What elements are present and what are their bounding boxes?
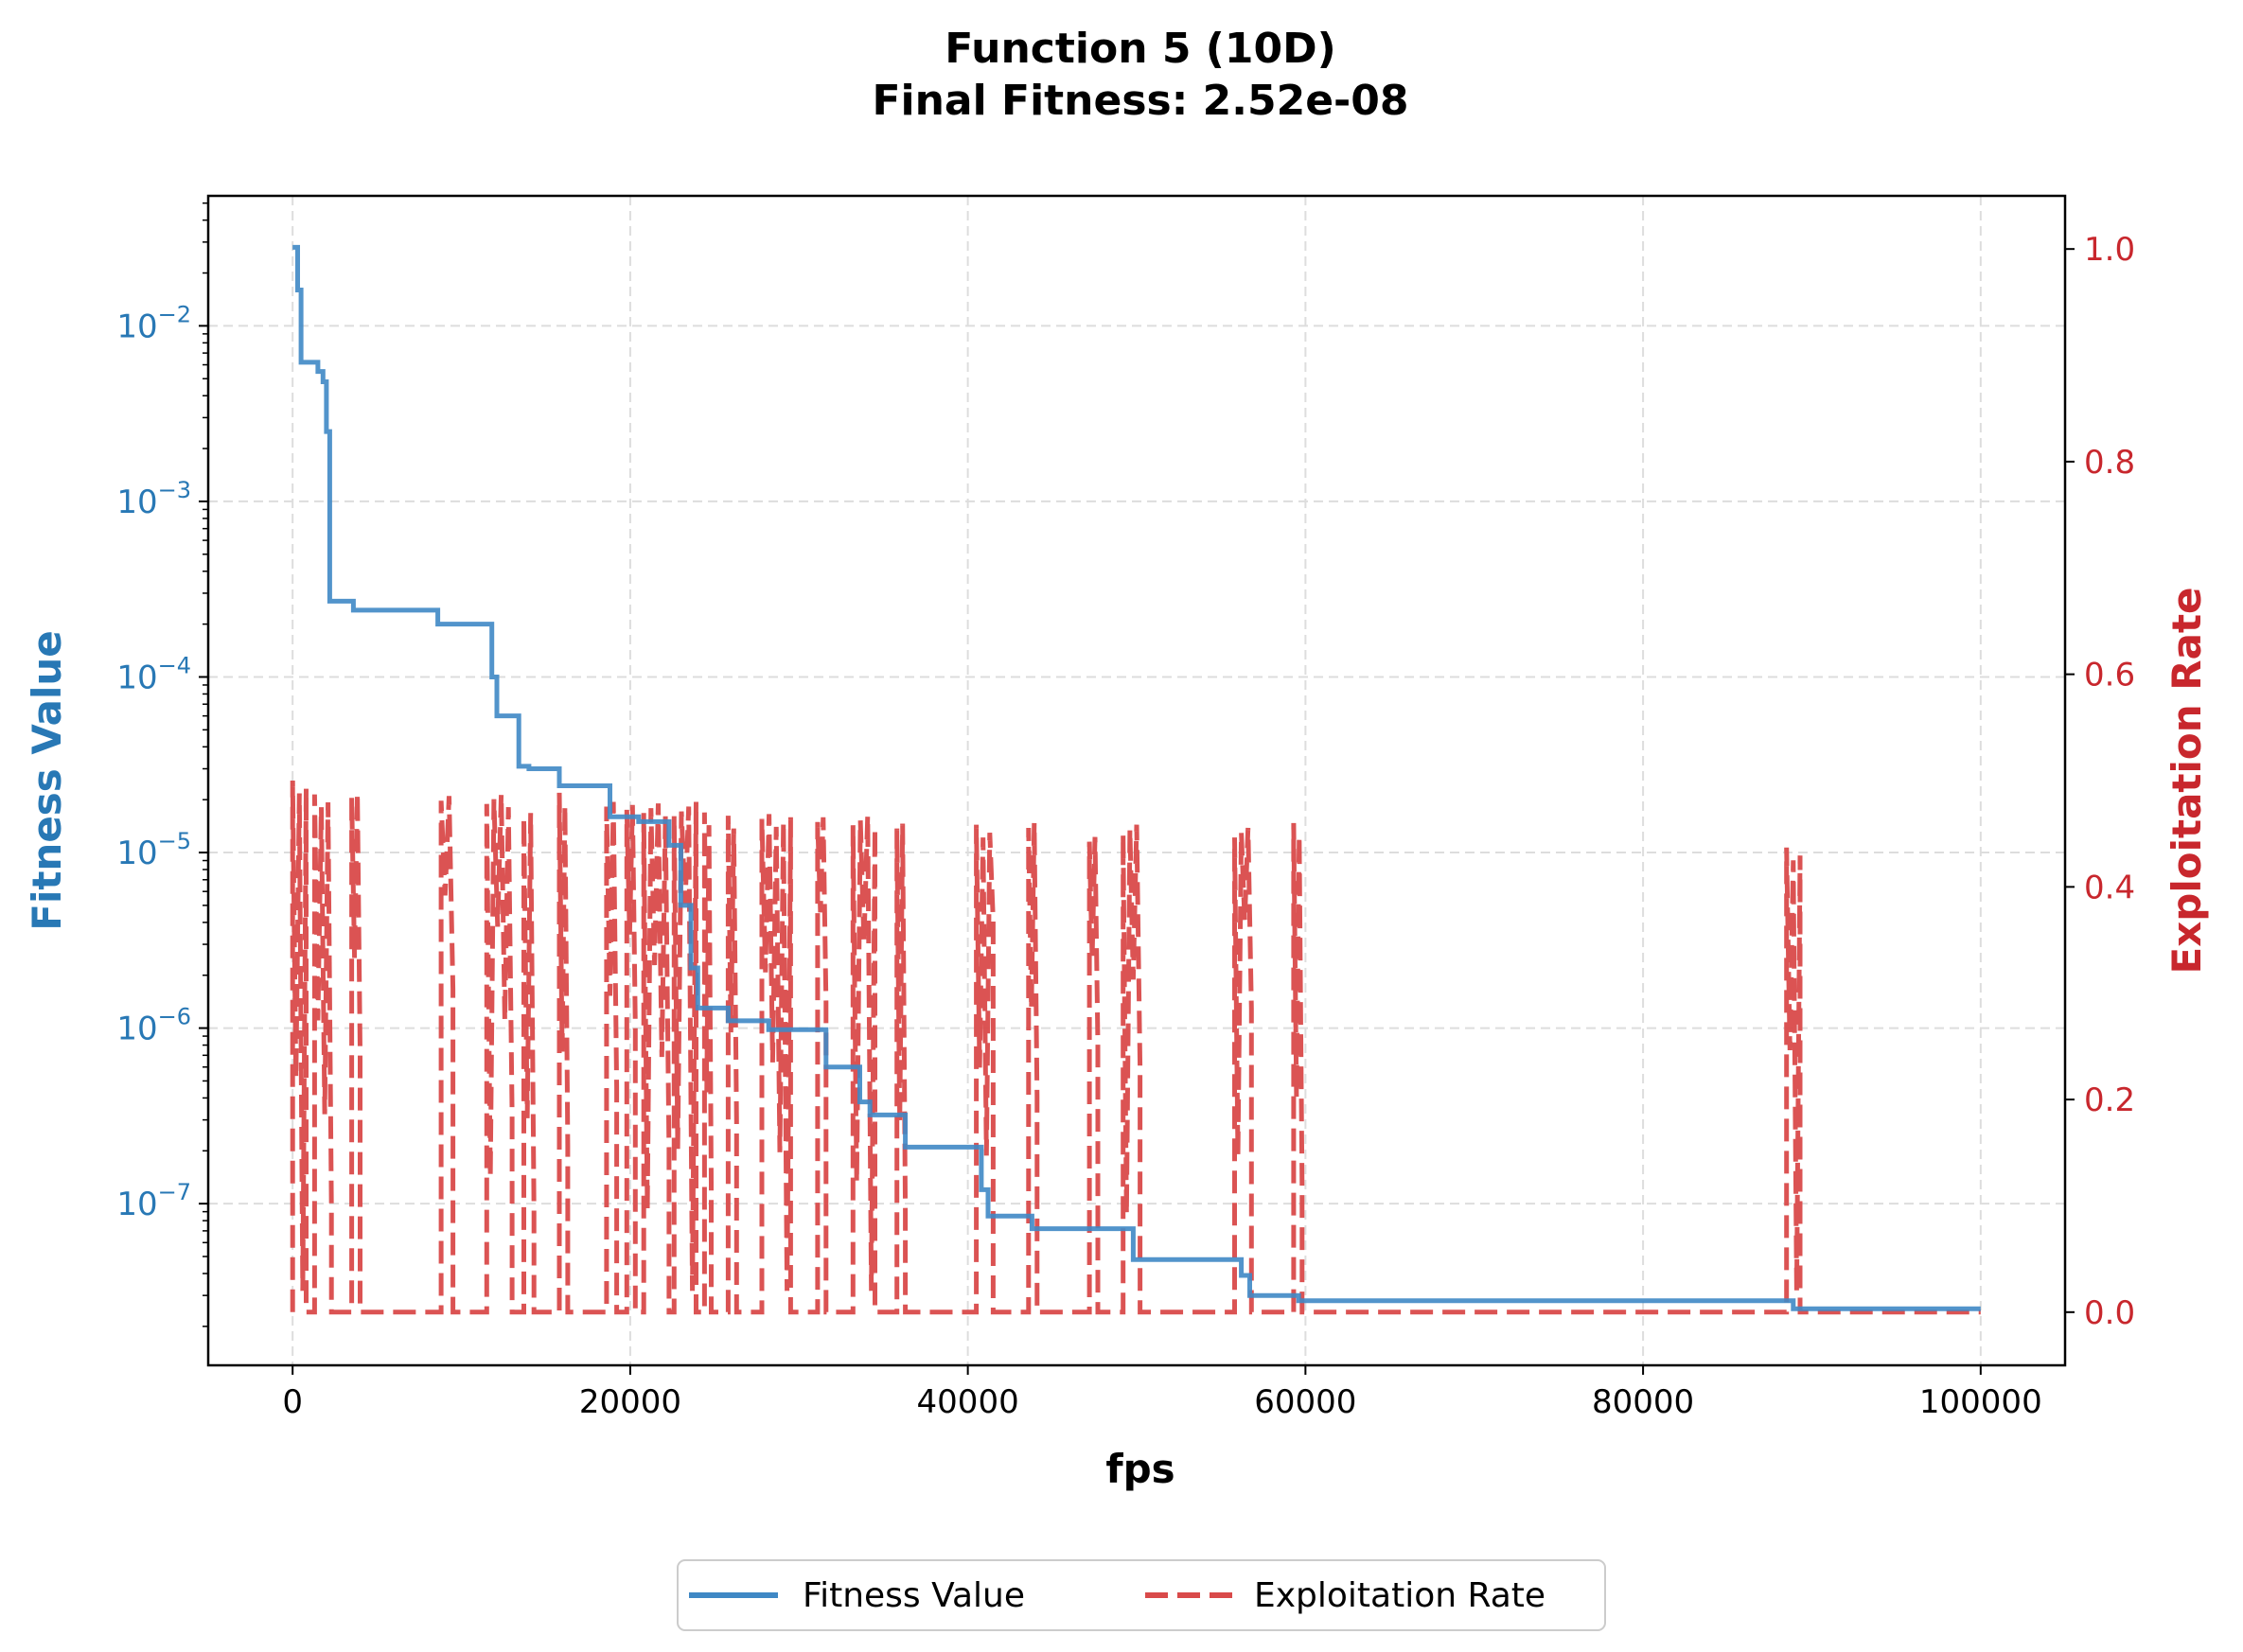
chart-subtitle: Final Fitness: 2.52e-08 <box>872 77 1408 125</box>
left-tick-label: 10−4 <box>116 652 191 696</box>
left-tick-label: 10−5 <box>116 828 191 872</box>
left-tick-label: 10−3 <box>116 477 191 521</box>
fitness-value-line <box>292 244 1981 1311</box>
right-tick-label: 0.6 <box>2084 657 2135 694</box>
legend-fitness-label: Fitness Value <box>803 1576 1025 1615</box>
right-y-axis-label: Exploitation Rate <box>2164 587 2210 974</box>
x-tick-label: 40000 <box>917 1383 1019 1421</box>
x-tick-label: 0 <box>282 1383 303 1421</box>
exploitation-rate-line <box>290 780 1981 1315</box>
x-axis-label: fps <box>1105 1446 1174 1492</box>
grid-lines <box>208 196 2065 1365</box>
legend: Fitness Value Exploitation Rate <box>677 1559 1606 1631</box>
right-y-axis: 0.0 0.2 0.4 0.6 0.8 1.0 <box>2065 231 2135 1332</box>
right-tick-label: 0.4 <box>2084 869 2135 906</box>
x-tick-label: 20000 <box>579 1383 681 1421</box>
right-tick-label: 0.0 <box>2084 1294 2135 1332</box>
left-tick-label: 10−7 <box>116 1179 191 1223</box>
x-axis: 0 20000 40000 60000 80000 100000 <box>282 1365 2042 1421</box>
left-tick-label: 10−6 <box>116 1004 191 1048</box>
legend-box <box>677 1559 1606 1631</box>
right-tick-label: 1.0 <box>2084 231 2135 269</box>
left-y-axis-label: Fitness Value <box>24 630 70 931</box>
x-tick-label: 100000 <box>1919 1383 2042 1421</box>
fitness-value-series <box>292 244 1981 1311</box>
x-tick-label: 80000 <box>1592 1383 1694 1421</box>
right-tick-label: 0.2 <box>2084 1081 2135 1119</box>
plot-frame <box>206 194 2067 1367</box>
legend-exploitation-label: Exploitation Rate <box>1254 1576 1545 1615</box>
exploitation-rate-series <box>290 780 1981 1315</box>
left-y-axis: 10−7 10−6 10−5 10−4 10−3 10−2 <box>116 202 208 1327</box>
left-tick-label: 10−2 <box>116 301 191 345</box>
right-tick-label: 0.8 <box>2084 444 2135 482</box>
chart-title: Function 5 (10D) <box>945 25 1336 73</box>
x-tick-label: 60000 <box>1254 1383 1356 1421</box>
